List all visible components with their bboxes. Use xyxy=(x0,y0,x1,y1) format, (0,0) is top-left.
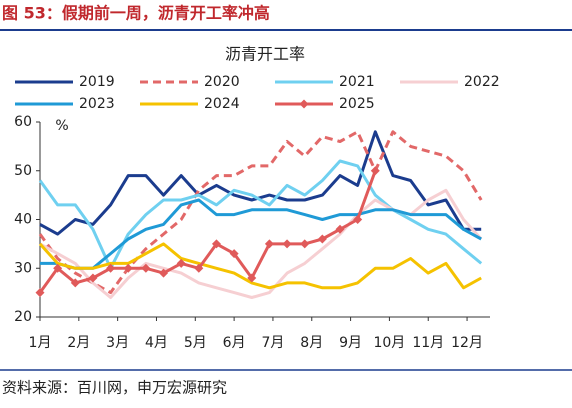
series-marker xyxy=(300,239,310,249)
x-tick-label: 10月 xyxy=(373,335,405,351)
y-tick-label: 20 xyxy=(14,309,32,325)
series-marker xyxy=(317,234,327,244)
x-tick-label: 2月 xyxy=(67,335,90,351)
legend-label: 2019 xyxy=(79,74,115,90)
series-marker xyxy=(106,263,116,273)
legend-label: 2022 xyxy=(464,74,500,90)
legend-label: 2023 xyxy=(79,96,115,112)
series-marker xyxy=(194,263,204,273)
x-tick-label: 12月 xyxy=(451,335,483,351)
series-marker xyxy=(35,288,45,298)
series-line xyxy=(38,242,482,290)
series-marker xyxy=(53,263,63,273)
legend-label: 2024 xyxy=(204,96,240,112)
x-tick-label: 7月 xyxy=(261,335,284,351)
series-marker xyxy=(370,166,380,176)
y-tick-label: 60 xyxy=(14,114,32,130)
series-line xyxy=(40,198,482,270)
series-marker xyxy=(70,278,80,288)
x-tick-label: 11月 xyxy=(412,335,444,351)
series-marker xyxy=(88,273,98,283)
x-tick-label: 1月 xyxy=(29,335,52,351)
series-marker xyxy=(353,215,363,224)
legend-label: 2020 xyxy=(204,74,240,90)
chart-title: 图 53：假期前一周，沥青开工率冲高 xyxy=(2,4,270,23)
series-line xyxy=(39,188,483,299)
x-tick-label: 3月 xyxy=(106,335,129,351)
series-marker xyxy=(176,258,186,268)
y-tick-label: 30 xyxy=(14,260,32,276)
series-marker xyxy=(335,224,345,234)
y-tick-label: 40 xyxy=(14,212,32,228)
series-marker xyxy=(282,239,292,249)
y-unit: % xyxy=(55,118,68,134)
series-marker xyxy=(159,268,169,278)
series-line xyxy=(39,130,482,236)
source: 资料来源：百川网，申万宏源研究 xyxy=(2,379,227,397)
y-tick-label: 50 xyxy=(14,163,32,179)
legend-marker xyxy=(299,99,309,109)
x-tick-label: 6月 xyxy=(223,335,246,351)
series-marker xyxy=(229,249,239,259)
series-marker xyxy=(211,239,221,249)
series-marker xyxy=(141,263,151,273)
x-tick-label: 4月 xyxy=(145,335,168,351)
chart-subtitle: 沥青开工率 xyxy=(225,45,305,64)
series-marker xyxy=(264,239,274,249)
series-marker xyxy=(247,273,257,283)
x-tick-label: 9月 xyxy=(339,335,362,351)
legend-label: 2025 xyxy=(339,96,375,112)
x-tick-label: 5月 xyxy=(184,335,207,351)
legend-label: 2021 xyxy=(339,74,375,90)
x-tick-label: 8月 xyxy=(300,335,323,351)
series-marker xyxy=(123,263,133,273)
series-line xyxy=(38,130,483,295)
